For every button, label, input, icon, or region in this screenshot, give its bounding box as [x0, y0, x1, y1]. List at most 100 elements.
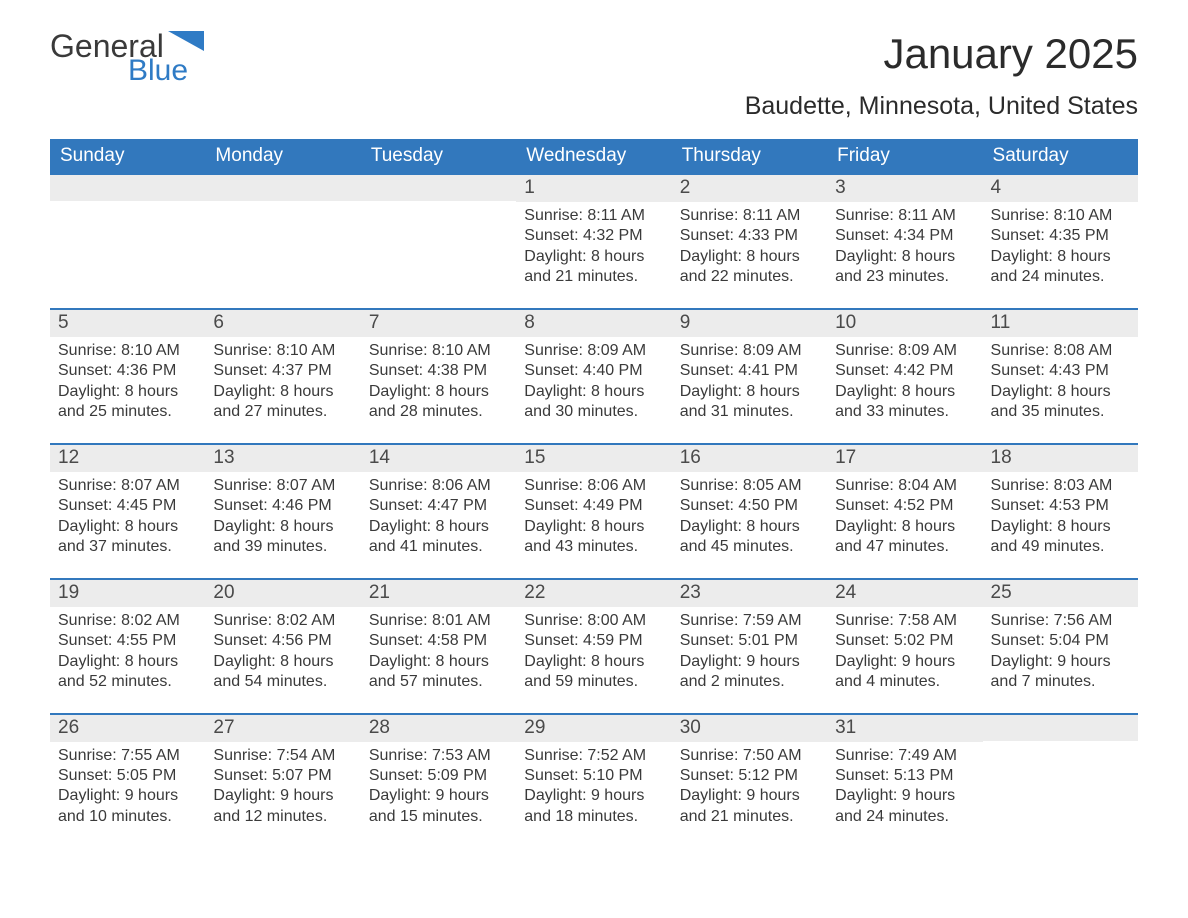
daylight-line-2: and 21 minutes. [680, 807, 819, 827]
day-body: Sunrise: 8:10 AMSunset: 4:36 PMDaylight:… [50, 337, 205, 423]
calendar-day: 1Sunrise: 8:11 AMSunset: 4:32 PMDaylight… [516, 175, 671, 296]
day-body: Sunrise: 8:02 AMSunset: 4:55 PMDaylight:… [50, 607, 205, 693]
day-body: Sunrise: 8:07 AMSunset: 4:45 PMDaylight:… [50, 472, 205, 558]
sunset-line: Sunset: 4:58 PM [369, 631, 508, 651]
sunset-line: Sunset: 4:43 PM [991, 361, 1130, 381]
sunrise-line: Sunrise: 7:56 AM [991, 611, 1130, 631]
day-header: Tuesday [361, 139, 516, 175]
daylight-line-2: and 35 minutes. [991, 402, 1130, 422]
sunset-line: Sunset: 4:34 PM [835, 226, 974, 246]
sunset-line: Sunset: 4:47 PM [369, 496, 508, 516]
day-body: Sunrise: 8:04 AMSunset: 4:52 PMDaylight:… [827, 472, 982, 558]
day-body: Sunrise: 7:49 AMSunset: 5:13 PMDaylight:… [827, 742, 982, 828]
daylight-line-2: and 18 minutes. [524, 807, 663, 827]
daylight-line-2: and 57 minutes. [369, 672, 508, 692]
calendar: SundayMondayTuesdayWednesdayThursdayFrid… [50, 139, 1138, 835]
day-number: 21 [361, 580, 516, 607]
sunset-line: Sunset: 4:36 PM [58, 361, 197, 381]
sunrise-line: Sunrise: 7:50 AM [680, 746, 819, 766]
daylight-line-2: and 4 minutes. [835, 672, 974, 692]
day-body: Sunrise: 7:52 AMSunset: 5:10 PMDaylight:… [516, 742, 671, 828]
calendar-day: 30Sunrise: 7:50 AMSunset: 5:12 PMDayligh… [672, 715, 827, 836]
day-number: 29 [516, 715, 671, 742]
daylight-line-1: Daylight: 8 hours [213, 517, 352, 537]
calendar-day [205, 175, 360, 296]
sunrise-line: Sunrise: 8:02 AM [58, 611, 197, 631]
day-number: 15 [516, 445, 671, 472]
calendar-day: 13Sunrise: 8:07 AMSunset: 4:46 PMDayligh… [205, 445, 360, 566]
day-number [983, 715, 1138, 741]
daylight-line-1: Daylight: 9 hours [835, 786, 974, 806]
sunset-line: Sunset: 4:53 PM [991, 496, 1130, 516]
calendar-day: 20Sunrise: 8:02 AMSunset: 4:56 PMDayligh… [205, 580, 360, 701]
calendar-day: 25Sunrise: 7:56 AMSunset: 5:04 PMDayligh… [983, 580, 1138, 701]
sunset-line: Sunset: 4:46 PM [213, 496, 352, 516]
daylight-line-2: and 7 minutes. [991, 672, 1130, 692]
day-number: 19 [50, 580, 205, 607]
calendar-day [50, 175, 205, 296]
calendar-day: 8Sunrise: 8:09 AMSunset: 4:40 PMDaylight… [516, 310, 671, 431]
daylight-line-1: Daylight: 8 hours [991, 517, 1130, 537]
sunrise-line: Sunrise: 8:10 AM [58, 341, 197, 361]
calendar-day: 16Sunrise: 8:05 AMSunset: 4:50 PMDayligh… [672, 445, 827, 566]
calendar-day: 21Sunrise: 8:01 AMSunset: 4:58 PMDayligh… [361, 580, 516, 701]
sunrise-line: Sunrise: 8:07 AM [58, 476, 197, 496]
sunrise-line: Sunrise: 8:09 AM [524, 341, 663, 361]
day-number: 22 [516, 580, 671, 607]
day-number: 24 [827, 580, 982, 607]
daylight-line-1: Daylight: 8 hours [58, 652, 197, 672]
daylight-line-2: and 54 minutes. [213, 672, 352, 692]
day-number [205, 175, 360, 201]
daylight-line-1: Daylight: 8 hours [58, 382, 197, 402]
day-number: 7 [361, 310, 516, 337]
day-number: 23 [672, 580, 827, 607]
day-header: Wednesday [516, 139, 671, 175]
day-header: Saturday [983, 139, 1138, 175]
daylight-line-1: Daylight: 8 hours [213, 382, 352, 402]
daylight-line-2: and 24 minutes. [835, 807, 974, 827]
sunrise-line: Sunrise: 8:09 AM [680, 341, 819, 361]
daylight-line-2: and 25 minutes. [58, 402, 197, 422]
daylight-line-1: Daylight: 8 hours [369, 652, 508, 672]
sunset-line: Sunset: 4:42 PM [835, 361, 974, 381]
daylight-line-2: and 23 minutes. [835, 267, 974, 287]
sunset-line: Sunset: 4:41 PM [680, 361, 819, 381]
calendar-day: 11Sunrise: 8:08 AMSunset: 4:43 PMDayligh… [983, 310, 1138, 431]
calendar-day: 28Sunrise: 7:53 AMSunset: 5:09 PMDayligh… [361, 715, 516, 836]
header: General Blue January 2025 Baudette, Minn… [50, 30, 1138, 121]
sunset-line: Sunset: 5:12 PM [680, 766, 819, 786]
daylight-line-1: Daylight: 9 hours [213, 786, 352, 806]
daylight-line-1: Daylight: 8 hours [524, 517, 663, 537]
daylight-line-1: Daylight: 9 hours [58, 786, 197, 806]
sunrise-line: Sunrise: 7:49 AM [835, 746, 974, 766]
day-body: Sunrise: 8:06 AMSunset: 4:47 PMDaylight:… [361, 472, 516, 558]
day-number: 27 [205, 715, 360, 742]
sunset-line: Sunset: 4:32 PM [524, 226, 663, 246]
daylight-line-2: and 43 minutes. [524, 537, 663, 557]
daylight-line-2: and 30 minutes. [524, 402, 663, 422]
calendar-day: 17Sunrise: 8:04 AMSunset: 4:52 PMDayligh… [827, 445, 982, 566]
day-body: Sunrise: 8:00 AMSunset: 4:59 PMDaylight:… [516, 607, 671, 693]
daylight-line-1: Daylight: 8 hours [58, 517, 197, 537]
day-body: Sunrise: 8:09 AMSunset: 4:42 PMDaylight:… [827, 337, 982, 423]
calendar-day: 22Sunrise: 8:00 AMSunset: 4:59 PMDayligh… [516, 580, 671, 701]
calendar-day: 2Sunrise: 8:11 AMSunset: 4:33 PMDaylight… [672, 175, 827, 296]
sunrise-line: Sunrise: 7:52 AM [524, 746, 663, 766]
daylight-line-1: Daylight: 8 hours [369, 382, 508, 402]
calendar-week: 1Sunrise: 8:11 AMSunset: 4:32 PMDaylight… [50, 175, 1138, 296]
calendar-day: 18Sunrise: 8:03 AMSunset: 4:53 PMDayligh… [983, 445, 1138, 566]
day-body: Sunrise: 8:05 AMSunset: 4:50 PMDaylight:… [672, 472, 827, 558]
sunrise-line: Sunrise: 7:59 AM [680, 611, 819, 631]
sunrise-line: Sunrise: 8:02 AM [213, 611, 352, 631]
sunset-line: Sunset: 4:33 PM [680, 226, 819, 246]
logo-text-blue: Blue [128, 56, 204, 86]
daylight-line-1: Daylight: 8 hours [835, 517, 974, 537]
daylight-line-1: Daylight: 8 hours [524, 652, 663, 672]
day-header: Thursday [672, 139, 827, 175]
daylight-line-2: and 37 minutes. [58, 537, 197, 557]
day-number: 2 [672, 175, 827, 202]
daylight-line-2: and 52 minutes. [58, 672, 197, 692]
sunrise-line: Sunrise: 8:06 AM [524, 476, 663, 496]
daylight-line-1: Daylight: 8 hours [680, 382, 819, 402]
daylight-line-2: and 39 minutes. [213, 537, 352, 557]
